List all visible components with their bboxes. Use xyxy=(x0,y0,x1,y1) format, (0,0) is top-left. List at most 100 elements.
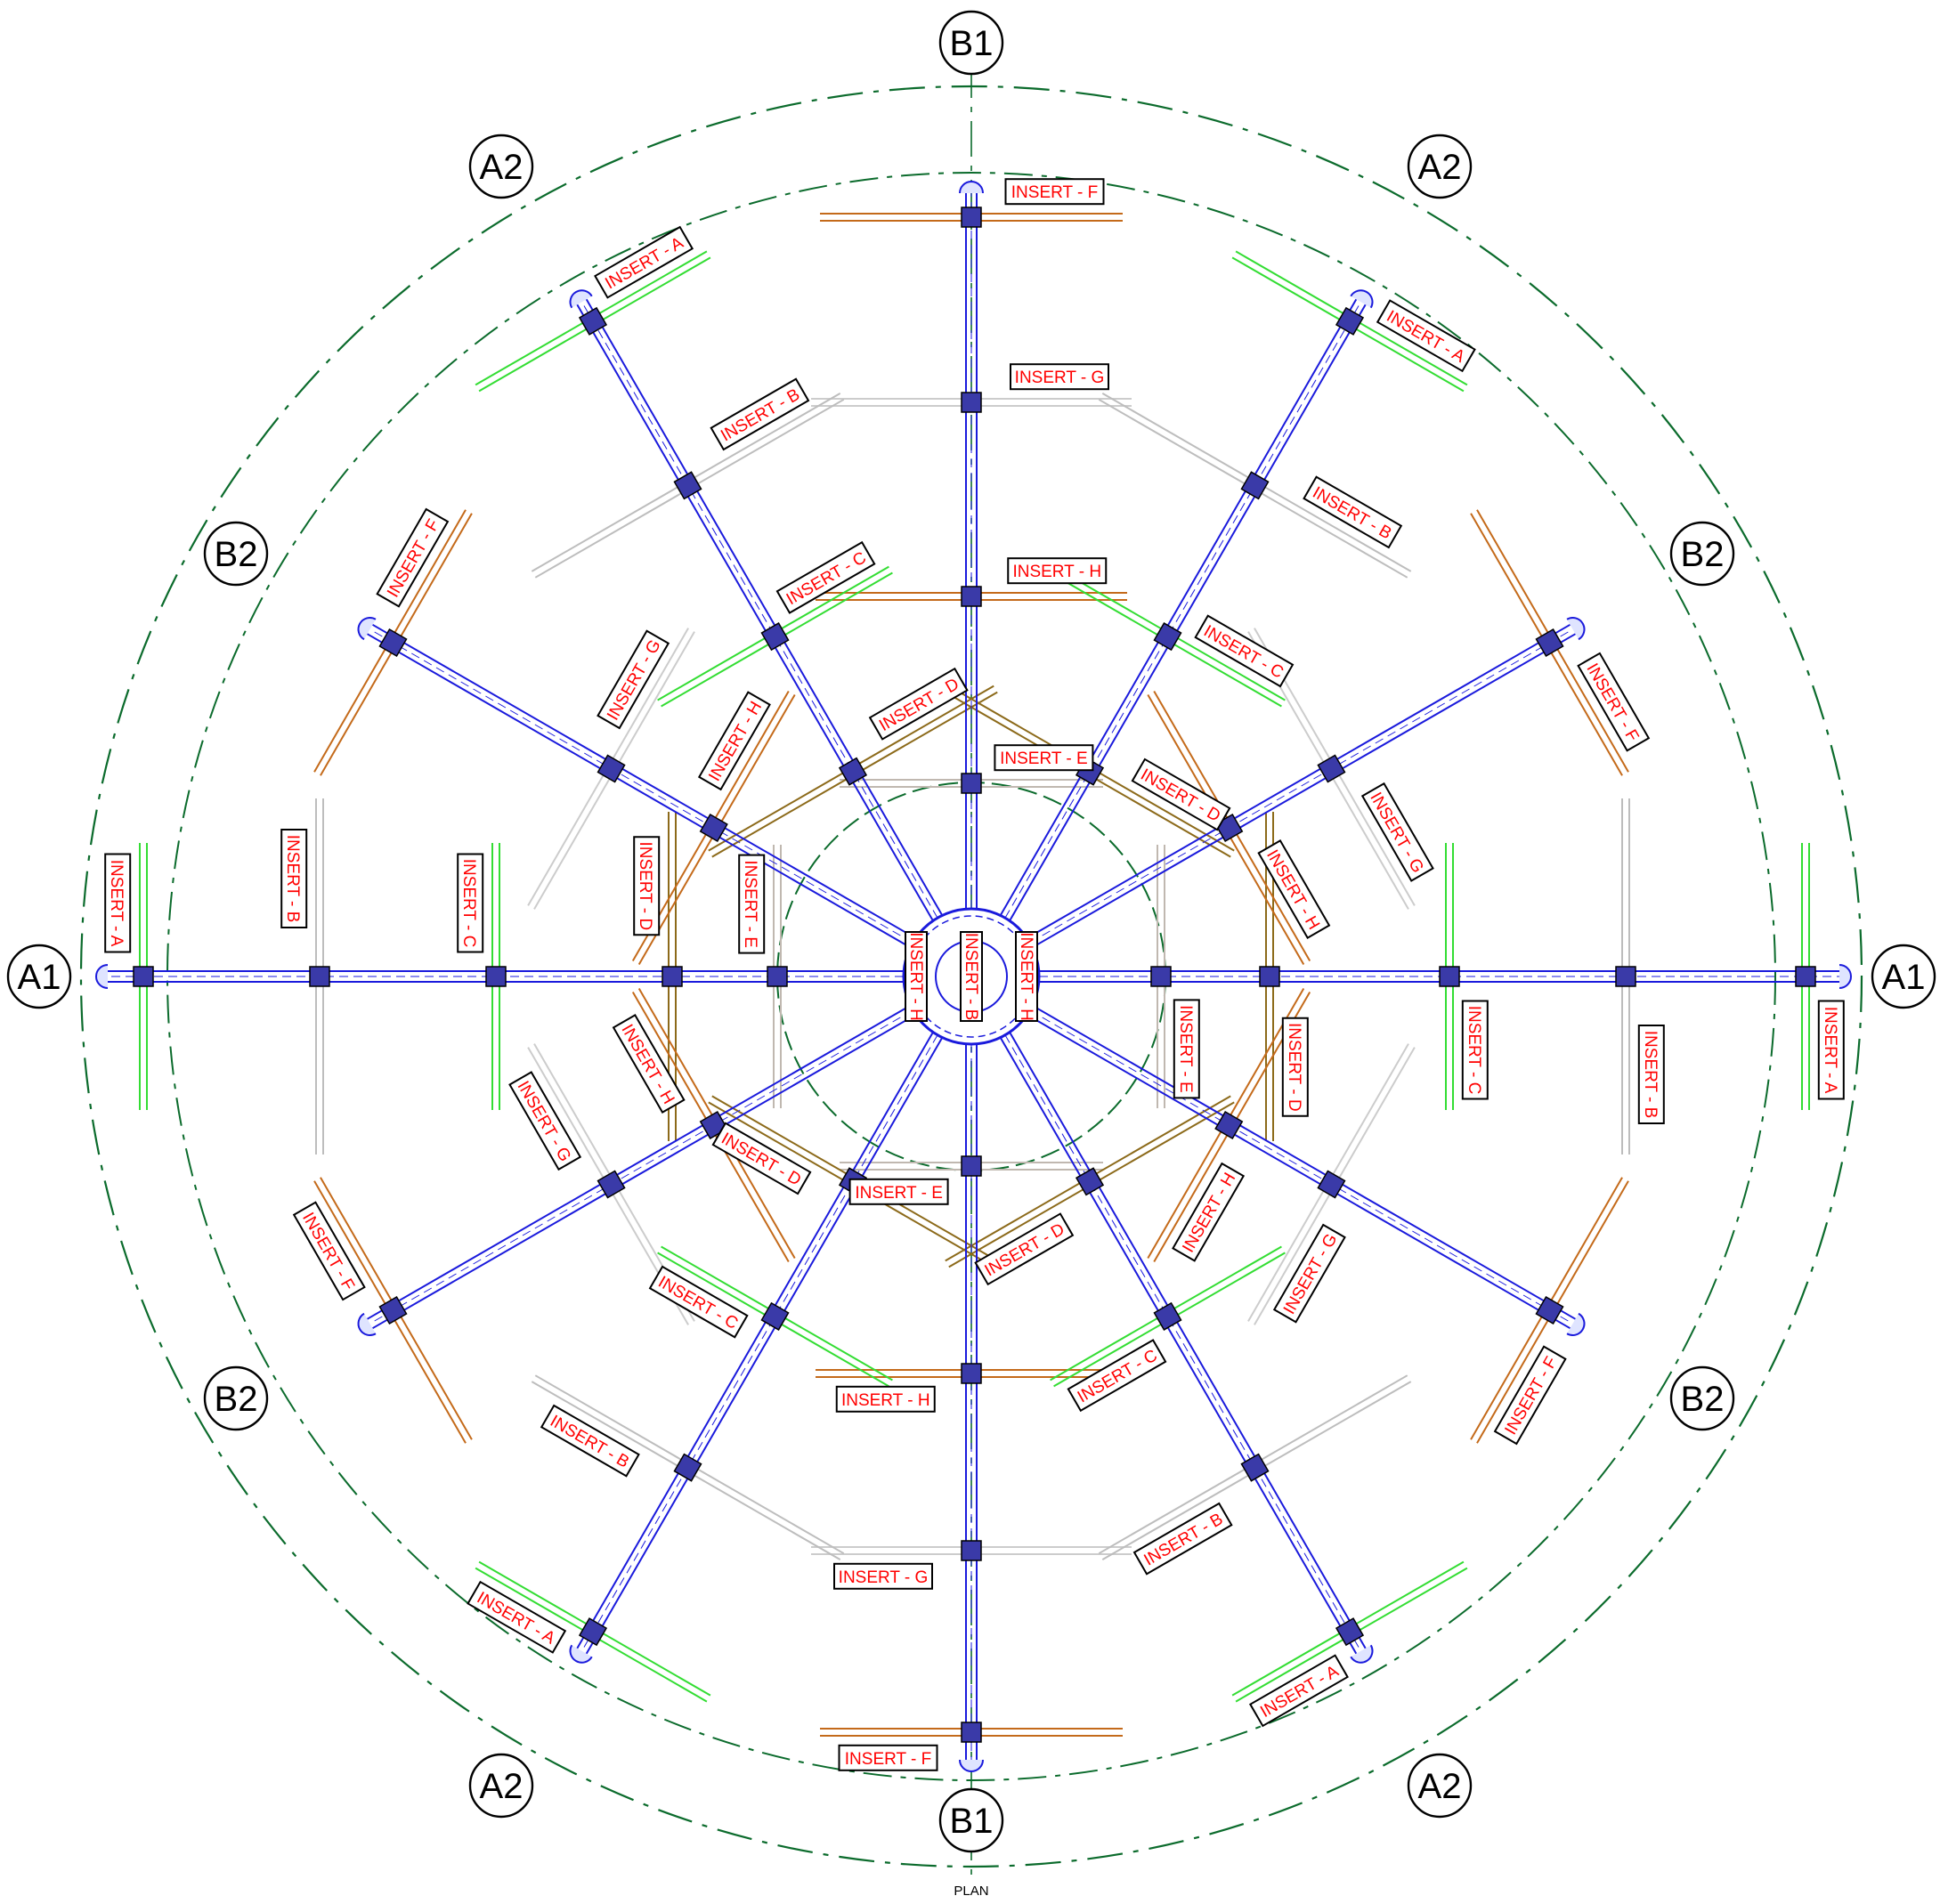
svg-text:INSERT - A: INSERT - A xyxy=(602,233,686,293)
svg-text:INSERT - E: INSERT - E xyxy=(855,1184,943,1203)
beam-3 xyxy=(95,964,918,989)
svg-text:INSERT - H: INSERT - H xyxy=(1262,847,1323,933)
connector-block xyxy=(1240,471,1270,500)
connector-block xyxy=(578,1617,608,1647)
insert-label-d: INSERT - D xyxy=(1281,1017,1309,1117)
beam-end-cap xyxy=(1350,289,1374,309)
connector-block xyxy=(1240,1453,1270,1482)
connector-block xyxy=(1535,628,1564,658)
svg-text:INSERT - H: INSERT - H xyxy=(1017,932,1035,1021)
svg-text:INSERT - F: INSERT - F xyxy=(1582,660,1642,745)
svg-text:INSERT - G: INSERT - G xyxy=(1366,790,1427,877)
svg-text:INSERT - H: INSERT - H xyxy=(841,1391,930,1410)
insert-label-d: INSERT - D xyxy=(633,836,661,936)
beam-6 xyxy=(992,1019,1374,1664)
connector-block xyxy=(309,966,330,987)
grid-bubble-b1-bottom: B1 xyxy=(938,1787,1004,1853)
svg-text:B2: B2 xyxy=(215,535,258,574)
svg-text:INSERT - G: INSERT - G xyxy=(514,1078,575,1165)
svg-text:INSERT - F: INSERT - F xyxy=(845,1750,931,1769)
svg-text:INSERT - D: INSERT - D xyxy=(636,841,654,930)
connector-block xyxy=(597,754,626,783)
svg-text:INSERT - B: INSERT - B xyxy=(547,1412,632,1471)
connector-block xyxy=(1335,1617,1365,1647)
beam-2 xyxy=(1025,964,1852,989)
svg-text:INSERT - B: INSERT - B xyxy=(718,385,803,445)
insert-label-e: INSERT - E xyxy=(1173,999,1200,1099)
plan-caption: PLAN xyxy=(954,1884,988,1899)
connector-block xyxy=(1259,966,1280,987)
beam-7 xyxy=(569,1019,951,1664)
svg-text:INSERT - G: INSERT - G xyxy=(839,1568,929,1587)
svg-text:INSERT - C: INSERT - C xyxy=(1200,622,1287,683)
grid-bubble-b2-lower-left: B2 xyxy=(203,1365,269,1431)
svg-text:INSERT - F: INSERT - F xyxy=(1011,183,1098,202)
svg-text:INSERT - B: INSERT - B xyxy=(283,835,302,923)
insert-label-a: INSERT - A xyxy=(1817,1000,1845,1100)
beam-end-cap xyxy=(959,181,984,194)
svg-text:INSERT - H: INSERT - H xyxy=(1012,563,1101,581)
connector-block xyxy=(1153,1301,1182,1331)
svg-text:INSERT - D: INSERT - D xyxy=(1137,766,1223,826)
connector-block xyxy=(1615,966,1636,987)
beam-end-cap xyxy=(569,289,593,309)
connector-block xyxy=(961,1363,982,1384)
beam-11 xyxy=(357,997,929,1336)
svg-text:INSERT - E: INSERT - E xyxy=(741,860,759,948)
connector-block xyxy=(961,392,982,413)
connector-block xyxy=(133,966,154,987)
insert-label-f: INSERT - F xyxy=(1004,178,1105,206)
svg-text:INSERT - C: INSERT - C xyxy=(459,859,478,948)
insert-label-e: INSERT - E xyxy=(994,744,1094,772)
svg-text:B1: B1 xyxy=(950,24,994,63)
grid-bubble-a2-top-left: A2 xyxy=(468,134,534,199)
connector-block xyxy=(1214,1110,1244,1140)
svg-text:INSERT - E: INSERT - E xyxy=(1000,749,1088,768)
insert-label-e: INSERT - E xyxy=(738,854,766,954)
svg-text:INSERT - D: INSERT - D xyxy=(1285,1023,1303,1112)
grid-bubble-layer: B1 B1 A1 A1 A2 A2 A2 A2 B2 B2 B2 B2 xyxy=(6,10,1936,1853)
svg-text:INSERT - E: INSERT - E xyxy=(1176,1005,1195,1093)
svg-text:B1: B1 xyxy=(950,1802,994,1841)
beam-end-cap xyxy=(1350,1644,1374,1664)
insert-label-g: INSERT - G xyxy=(833,1562,933,1590)
svg-text:A1: A1 xyxy=(1882,958,1926,997)
grid-bubble-a1-left: A1 xyxy=(6,944,72,1009)
connector-block xyxy=(485,966,507,987)
svg-text:INSERT - A: INSERT - A xyxy=(1384,307,1468,367)
connector-block xyxy=(662,966,683,987)
connector-block xyxy=(673,471,702,500)
insert-label-f: INSERT - F xyxy=(838,1744,938,1771)
grid-bubble-b2-upper-left: B2 xyxy=(203,521,269,587)
connector-block xyxy=(767,966,788,987)
connector-block xyxy=(1075,1167,1105,1196)
insert-label-b: INSERT - B xyxy=(280,829,308,928)
connector-block xyxy=(961,207,982,228)
connector-block xyxy=(961,1540,982,1561)
grid-bubble-b2-upper-right: B2 xyxy=(1669,521,1735,587)
hub-insert-label-2: INSERT - H xyxy=(1015,931,1038,1022)
beam-end-cap xyxy=(1839,964,1852,989)
insert-label-h: INSERT - H xyxy=(835,1385,936,1413)
beam-end-cap xyxy=(1566,1312,1586,1336)
svg-text:INSERT - B: INSERT - B xyxy=(1641,1031,1660,1119)
connector-block xyxy=(961,1722,982,1743)
connector-block xyxy=(673,1453,702,1482)
connector-block xyxy=(1150,966,1172,987)
beam-5 xyxy=(569,289,951,934)
insert-label-h: INSERT - H xyxy=(1007,557,1108,585)
svg-text:B2: B2 xyxy=(1681,535,1725,574)
connector-block xyxy=(1317,754,1346,783)
svg-text:A2: A2 xyxy=(480,148,524,187)
connector-block xyxy=(1535,1295,1564,1325)
connector-block xyxy=(1153,622,1182,652)
connector-block xyxy=(597,1170,626,1199)
svg-text:A2: A2 xyxy=(1418,1767,1462,1806)
insert-label-c: INSERT - C xyxy=(457,853,484,953)
beam-end-cap xyxy=(959,1759,984,1772)
connector-block xyxy=(1795,966,1816,987)
beam-end-cap xyxy=(357,617,377,641)
connector-block xyxy=(699,813,728,843)
svg-text:INSERT - H: INSERT - H xyxy=(705,699,766,785)
